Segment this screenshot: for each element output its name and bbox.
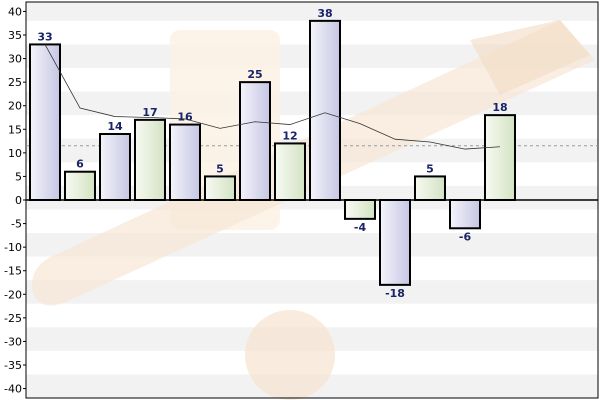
y-axis-ticks: -40 -35 -30 -25 -20 -15 -10 -5 0 5 10 15 20 25 30 35 40 <box>4 5 26 396</box>
y-tick-label: 0 <box>15 194 22 207</box>
y-tick-label: 30 <box>8 53 22 66</box>
y-tick-label: -10 <box>4 241 22 254</box>
data-label: -4 <box>354 221 367 234</box>
data-label: -18 <box>385 287 405 300</box>
data-label: 14 <box>107 120 123 133</box>
data-label: -6 <box>459 230 472 243</box>
grid-band <box>26 280 598 304</box>
bar <box>204 175 236 202</box>
data-label: 6 <box>76 158 84 171</box>
y-tick-label: -35 <box>4 359 22 372</box>
bar <box>344 199 376 220</box>
y-tick-label: 15 <box>8 123 22 136</box>
data-label: 16 <box>177 111 193 124</box>
y-tick-label: 35 <box>8 29 22 42</box>
data-label: 12 <box>282 129 297 142</box>
bar <box>239 81 271 201</box>
y-tick-label: -30 <box>4 335 22 348</box>
bar <box>379 199 411 286</box>
y-tick-label: -5 <box>11 218 22 231</box>
data-labels: 33 6 14 17 16 5 25 12 38 -4 -18 5 -6 18 <box>37 7 507 300</box>
y-tick-label: 40 <box>8 5 22 18</box>
data-label: 17 <box>142 106 157 119</box>
trend-line <box>44 44 501 150</box>
data-label: 25 <box>247 68 262 81</box>
y-tick-label: -15 <box>4 265 22 278</box>
bar <box>169 123 201 201</box>
bar <box>274 142 306 202</box>
grid-band <box>26 2 598 21</box>
data-label: 5 <box>426 162 434 175</box>
y-tick-label: 10 <box>8 147 22 160</box>
bar <box>29 43 61 201</box>
y-tick-label: 5 <box>15 170 22 183</box>
data-label: 33 <box>37 30 52 43</box>
bar <box>64 170 96 201</box>
y-tick-label: -20 <box>4 288 22 301</box>
data-label: 18 <box>492 101 507 114</box>
bar <box>414 175 446 202</box>
y-tick-label: -25 <box>4 312 22 325</box>
trend-line-group <box>44 44 501 150</box>
y-tick-label: 20 <box>8 100 22 113</box>
bar <box>134 118 166 201</box>
data-label: 5 <box>216 162 224 175</box>
data-label: 38 <box>317 7 332 20</box>
watermark-ball <box>245 310 335 400</box>
bar <box>99 133 131 201</box>
y-tick-label: -40 <box>4 383 22 396</box>
y-tick-label: 25 <box>8 76 22 89</box>
bar <box>309 19 341 201</box>
watermark-bat-end <box>470 20 590 95</box>
bar <box>484 114 516 201</box>
bar <box>449 199 481 230</box>
bars-group <box>29 19 516 286</box>
